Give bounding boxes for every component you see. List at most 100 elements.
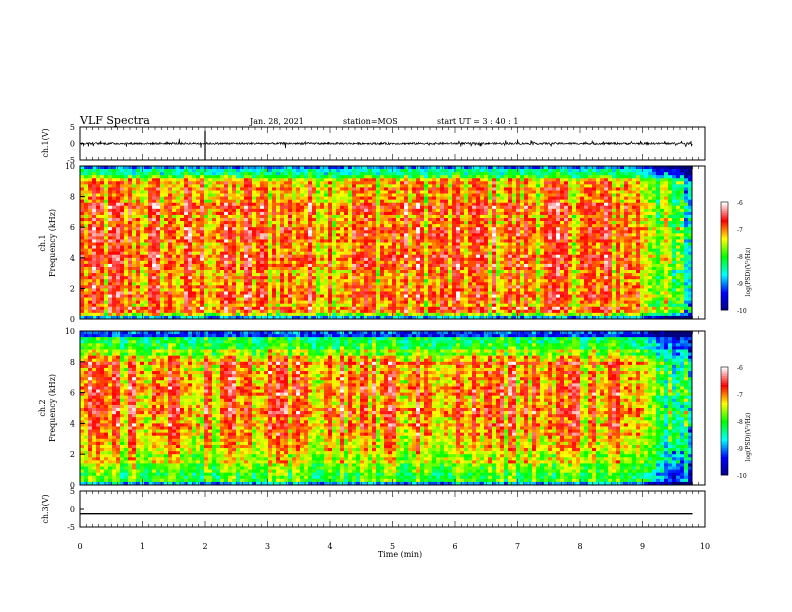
- spectrogram-cell: [356, 260, 361, 265]
- spectrogram-cell: [500, 190, 505, 194]
- spectrogram-cell: [672, 208, 677, 213]
- spectrogram-cell: [520, 248, 525, 252]
- spectrogram-cell: [528, 181, 533, 185]
- spectrogram-cell: [420, 248, 425, 252]
- spectrogram-cell: [80, 254, 85, 259]
- spectrogram-cell: [492, 214, 497, 219]
- spectrogram-cell: [464, 184, 469, 188]
- spectrogram-cell: [492, 205, 497, 210]
- spectrogram-cell: [320, 172, 325, 176]
- spectrogram-cell: [268, 245, 273, 249]
- spectrogram-cell: [120, 199, 125, 204]
- spectrogram-cell: [392, 218, 397, 222]
- spectrogram-cell: [608, 199, 613, 204]
- spectrogram-cell: [96, 236, 101, 240]
- spectrogram-cell: [456, 169, 461, 173]
- spectrogram-cell: [352, 196, 357, 200]
- spectrogram-cell: [232, 178, 237, 182]
- spectrogram-cell: [376, 202, 381, 207]
- spectrogram-cell: [124, 199, 129, 204]
- spectrogram-cell: [668, 196, 673, 200]
- spectrogram-cell: [672, 218, 677, 222]
- spectrogram-cell: [308, 257, 313, 262]
- spectrogram-cell: [420, 218, 425, 222]
- spectrogram-cell: [232, 239, 237, 243]
- spectrogram-cell: [196, 202, 201, 207]
- spectrogram-cell: [220, 184, 225, 188]
- spectrogram-cell: [248, 193, 253, 197]
- spectrogram-cell: [160, 208, 165, 213]
- spectrogram-cell: [516, 221, 521, 225]
- spectrogram-cell: [172, 169, 177, 173]
- spectrogram-cell: [500, 227, 505, 231]
- spectrogram-cell: [272, 184, 277, 188]
- spectrogram-cell: [100, 245, 105, 249]
- spectrogram-cell: [316, 208, 321, 213]
- spectrogram-cell: [120, 227, 125, 231]
- spectrogram-cell: [416, 202, 421, 207]
- spectrogram-cell: [532, 230, 537, 234]
- spectrogram-cell: [188, 190, 193, 194]
- spectrogram-cell: [228, 169, 233, 173]
- spectrogram-cell: [332, 208, 337, 213]
- spectrogram-cell: [304, 175, 309, 179]
- spectrogram-cell: [180, 205, 185, 210]
- spectrogram-cell: [440, 187, 445, 191]
- spectrogram-cell: [184, 187, 189, 191]
- spectrogram-cell: [600, 193, 605, 197]
- spectrogram-cell: [572, 218, 577, 222]
- spectrogram-cell: [348, 254, 353, 259]
- spectrogram-cell: [644, 166, 649, 170]
- spectrogram-cell: [412, 190, 417, 194]
- spectrogram-cell: [472, 214, 477, 219]
- spectrogram-cell: [340, 236, 345, 240]
- spectrogram-cell: [168, 251, 173, 256]
- spectrogram-cell: [652, 260, 657, 265]
- spectrogram-cell: [352, 233, 357, 237]
- spectrogram-cell: [384, 172, 389, 176]
- spectrogram-cell: [604, 239, 609, 243]
- spectrogram-cell: [252, 263, 257, 268]
- spectrogram-cell: [212, 227, 217, 231]
- spectrogram-cell: [652, 202, 657, 207]
- spectrogram-cell: [460, 251, 465, 256]
- spectrogram-cell: [268, 187, 273, 191]
- spectrogram-cell: [288, 239, 293, 243]
- spectrogram-cell: [616, 169, 621, 173]
- spectrogram-cell: [364, 260, 369, 265]
- spectrogram-cell: [176, 190, 181, 194]
- spectrogram-cell: [424, 202, 429, 207]
- spectrogram-cell: [688, 224, 693, 228]
- spectrogram-cell: [460, 187, 465, 191]
- spectrogram-cell: [528, 202, 533, 207]
- spectrogram-cell: [336, 214, 341, 219]
- spectrogram-cell: [524, 218, 529, 222]
- spectrogram-cell: [208, 178, 213, 182]
- spectrogram-cell: [312, 175, 317, 179]
- spectrogram-cell: [412, 166, 417, 170]
- spectrogram-cell: [288, 214, 293, 219]
- spectrogram-cell: [648, 205, 653, 210]
- spectrogram-cell: [480, 239, 485, 243]
- spectrogram-cell: [200, 221, 205, 225]
- spectrogram-cell: [124, 205, 129, 210]
- spectrogram-cell: [224, 236, 229, 240]
- spectrogram-cell: [544, 224, 549, 228]
- spectrogram-cell: [380, 172, 385, 176]
- spectrogram-cell: [104, 175, 109, 179]
- spectrogram-cell: [312, 251, 317, 256]
- spectrogram-cell: [80, 169, 85, 173]
- spectrogram-cell: [100, 208, 105, 213]
- spectrogram-cell: [516, 233, 521, 237]
- spectrogram-cell: [124, 224, 129, 228]
- spectrogram-cell: [548, 230, 553, 234]
- spectrogram-cell: [232, 190, 237, 194]
- spectrogram-cell: [360, 178, 365, 182]
- spectrogram-cell: [344, 224, 349, 228]
- spectrogram-cell: [384, 199, 389, 204]
- spectrogram-cell: [460, 211, 465, 216]
- spectrogram-cell: [104, 196, 109, 200]
- spectrogram-cell: [136, 181, 141, 185]
- spectrogram-cell: [472, 221, 477, 225]
- spectrogram-cell: [372, 208, 377, 213]
